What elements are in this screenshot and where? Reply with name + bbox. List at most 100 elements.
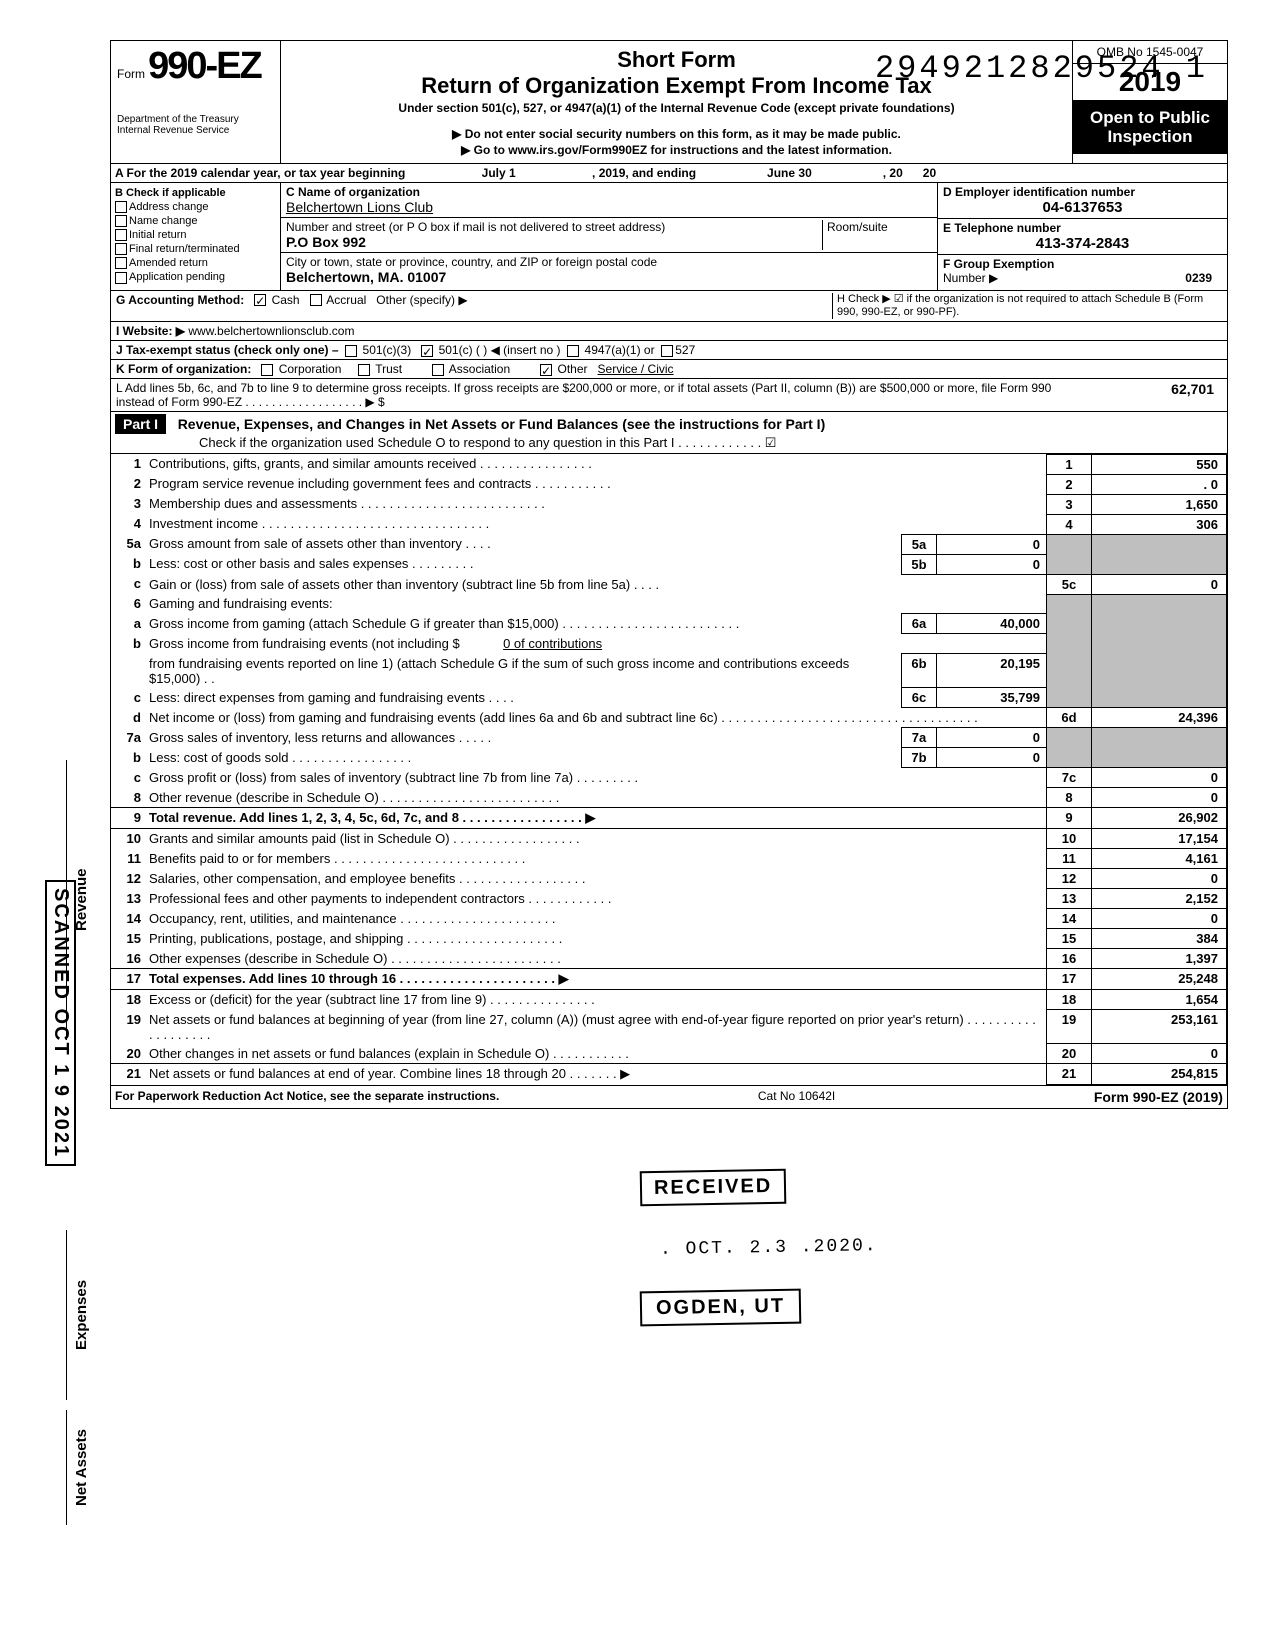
insert-no: ) ◀ (insert no ) — [483, 343, 560, 357]
other-specify: Other (specify) ▶ — [376, 293, 467, 307]
dln: 2949212829524 1 — [875, 50, 1208, 87]
i-label: I Website: ▶ — [116, 324, 185, 338]
l10-text: Grants and similar amounts paid (list in… — [145, 829, 1047, 849]
chk-initial-return[interactable] — [115, 229, 127, 241]
chk-final-return[interactable] — [115, 243, 127, 255]
line-l: L Add lines 5b, 6c, and 7b to line 9 to … — [111, 379, 1227, 412]
l6d-text: Net income or (loss) from gaming and fun… — [145, 708, 1047, 728]
l7a-val: 0 — [937, 728, 1047, 748]
other-val: Service / Civic — [598, 362, 674, 376]
chk-address-change[interactable] — [115, 201, 127, 213]
y1: 20 — [889, 166, 902, 180]
c-name-label: C Name of organization — [286, 185, 420, 199]
gross-receipts: 62,701 — [1087, 381, 1222, 409]
page-footer: For Paperwork Reduction Act Notice, see … — [111, 1085, 1227, 1108]
501c3: 501(c)(3) — [363, 343, 412, 357]
chk-501c[interactable]: ✓ — [421, 345, 433, 357]
chk-527[interactable] — [661, 345, 673, 357]
stamp-date: . OCT. 2.3 .2020. — [660, 1236, 878, 1260]
l-text: L Add lines 5b, 6c, and 7b to line 9 to … — [116, 381, 1087, 409]
l20-text: Other changes in net assets or fund bala… — [145, 1044, 1047, 1064]
l20-val: 0 — [1092, 1044, 1227, 1064]
l5c-text: Gain or (loss) from sale of assets other… — [145, 574, 1047, 594]
line-i: I Website: ▶ www.belchertownlionsclub.co… — [111, 322, 1227, 341]
opt-5: Application pending — [129, 271, 225, 283]
opt-0: Address change — [129, 201, 209, 213]
l21-val: 254,815 — [1092, 1064, 1227, 1085]
l3-text: Membership dues and assessments . . . . … — [145, 494, 1047, 514]
l10-val: 17,154 — [1092, 829, 1227, 849]
l6a-text: Gross income from gaming (attach Schedul… — [145, 614, 902, 634]
chk-assoc[interactable] — [432, 364, 444, 376]
l19-val: 253,161 — [1092, 1010, 1227, 1044]
l17-val: 25,248 — [1092, 969, 1227, 990]
section-b: B Check if applicable Address change Nam… — [111, 183, 281, 290]
chk-name-change[interactable] — [115, 215, 127, 227]
line-a: A For the 2019 calendar year, or tax yea… — [111, 164, 1227, 183]
l8-text: Other revenue (describe in Schedule O) .… — [145, 788, 1047, 808]
line-h: H Check ▶ ☑ if the organization is not r… — [832, 293, 1222, 319]
l12-val: 0 — [1092, 869, 1227, 889]
l6b-contrib: 0 of contributions — [503, 636, 602, 651]
opt-2: Initial return — [129, 229, 186, 241]
l6a-val: 40,000 — [937, 614, 1047, 634]
527: 527 — [675, 343, 695, 357]
tax-year-begin: July 1 — [409, 166, 589, 180]
line-j: J Tax-exempt status (check only one) – 5… — [111, 341, 1227, 360]
side-net: Net Assets — [66, 1410, 96, 1525]
k-label: K Form of organization: — [116, 362, 251, 376]
chk-accrual[interactable] — [310, 294, 322, 306]
g-label: G Accounting Method: — [116, 293, 244, 307]
form-prefix: Form — [117, 67, 145, 81]
chk-corp[interactable] — [261, 364, 273, 376]
l17-text: Total expenses. Add lines 10 through 16 … — [145, 969, 1047, 990]
side-revenue: Revenue — [66, 760, 96, 1040]
line-g-h: G Accounting Method: ✓ Cash Accrual Othe… — [111, 291, 1227, 322]
stamp-received: RECEIVED — [640, 1169, 787, 1207]
part-i-badge: Part I — [115, 414, 166, 434]
ssn-warning: ▶ Do not enter social security numbers o… — [289, 127, 1064, 141]
l8-val: 0 — [1092, 788, 1227, 808]
chk-cash[interactable]: ✓ — [254, 294, 266, 306]
l16-val: 1,397 — [1092, 949, 1227, 969]
chk-501c3[interactable] — [345, 345, 357, 357]
chk-other[interactable]: ✓ — [540, 364, 552, 376]
l18-val: 1,654 — [1092, 990, 1227, 1010]
l4-text: Investment income . . . . . . . . . . . … — [145, 514, 1047, 534]
l15-val: 384 — [1092, 929, 1227, 949]
opt-4: Amended return — [129, 257, 208, 269]
l5b-val: 0 — [937, 554, 1047, 574]
chk-amended-return[interactable] — [115, 257, 127, 269]
part-i-header: Part I Revenue, Expenses, and Changes in… — [111, 412, 1227, 454]
chk-trust[interactable] — [358, 364, 370, 376]
footer-right: Form 990-EZ (2019) — [1094, 1089, 1223, 1105]
org-name: Belchertown Lions Club — [286, 199, 433, 215]
l7a-text: Gross sales of inventory, less returns a… — [145, 728, 902, 748]
footer-center: Cat No 10642I — [758, 1089, 835, 1105]
l11-text: Benefits paid to or for members . . . . … — [145, 849, 1047, 869]
j-label: J Tax-exempt status (check only one) – — [116, 343, 339, 357]
public-inspection: Open to Public Inspection — [1073, 101, 1227, 154]
l6d-val: 24,396 — [1092, 708, 1227, 728]
4947: 4947(a)(1) or — [585, 343, 655, 357]
group-exemption: 0239 — [1185, 271, 1222, 285]
e-label: E Telephone number — [943, 221, 1061, 235]
501c: 501(c) ( — [439, 343, 480, 357]
l2-val: . 0 — [1092, 474, 1227, 494]
l6c-val: 35,799 — [937, 688, 1047, 708]
f-label: F Group Exemption — [943, 257, 1054, 271]
footer-left: For Paperwork Reduction Act Notice, see … — [115, 1089, 499, 1105]
chk-4947[interactable] — [567, 345, 579, 357]
b-title: B Check if applicable — [115, 187, 276, 199]
cash: Cash — [272, 293, 300, 307]
l18-text: Excess or (deficit) for the year (subtra… — [145, 990, 1047, 1010]
l5b-text: Less: cost or other basis and sales expe… — [145, 554, 902, 574]
l16-text: Other expenses (describe in Schedule O) … — [145, 949, 1047, 969]
l14-text: Occupancy, rent, utilities, and maintena… — [145, 909, 1047, 929]
section-b-c-d-e-f: B Check if applicable Address change Nam… — [111, 183, 1227, 291]
other: Other — [558, 362, 588, 376]
l1-text: Contributions, gifts, grants, and simila… — [145, 454, 1047, 474]
chk-application-pending[interactable] — [115, 272, 127, 284]
opt-1: Name change — [129, 215, 198, 227]
trust: Trust — [375, 362, 402, 376]
